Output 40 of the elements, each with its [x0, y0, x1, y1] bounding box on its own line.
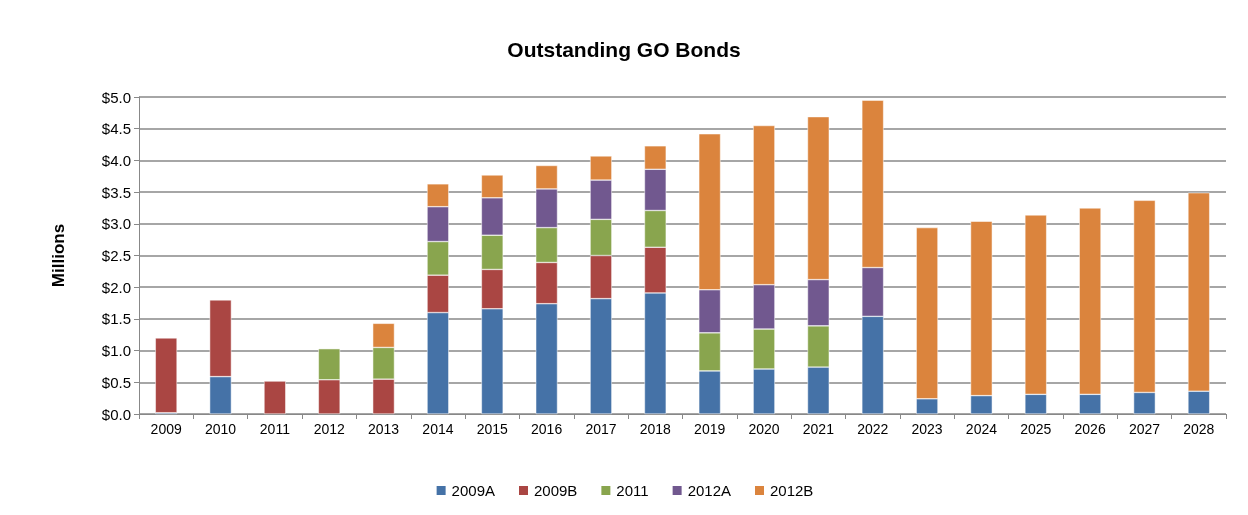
x-tick-label: 2018 [639, 421, 672, 437]
x-tick-label: 2027 [1128, 421, 1161, 437]
x-tick-label: 2015 [476, 421, 509, 437]
y-tick-label: $2.0 [101, 278, 131, 296]
y-tick-label: $3.0 [101, 215, 131, 233]
x-tick-label: 2026 [1074, 421, 1106, 437]
x-tick-label: 2022 [857, 421, 889, 437]
legend-label: 2012A [687, 482, 731, 499]
y-tick-label: $3.5 [101, 183, 131, 201]
x-tick-label: 2011 [259, 421, 291, 437]
x-tick-label: 2023 [911, 421, 943, 437]
bar [155, 337, 178, 413]
x-tick-label: 2012 [313, 421, 346, 437]
x-tick-label: 2020 [748, 421, 780, 437]
bar [264, 381, 286, 414]
y-tick-label: $4.5 [101, 120, 131, 138]
x-tick-label: 2017 [585, 421, 617, 437]
y-tick-label: $2.5 [101, 247, 131, 264]
y-tick-label: $1.5 [101, 310, 131, 328]
legend-label: 2011 [616, 482, 649, 499]
y-tick-label: $4.0 [101, 151, 131, 169]
y-tick-label: $0.0 [101, 405, 131, 423]
legend-label: 2012B [770, 482, 814, 499]
legend-label: 2009A [451, 482, 495, 499]
y-axis-title: Millions [49, 223, 68, 288]
x-tick-label: 2021 [802, 421, 835, 437]
x-tick-label: 2016 [531, 421, 563, 437]
x-tick-label: 2010 [204, 421, 237, 437]
chart-title: Outstanding GO Bonds [507, 38, 741, 61]
x-tick-label: 2019 [694, 421, 726, 437]
x-tick-label: 2025 [1020, 421, 1052, 437]
y-tick-label: $5.0 [101, 88, 131, 106]
y-tick-label: $1.0 [101, 342, 131, 360]
y-tick-label: $0.5 [101, 373, 131, 391]
x-tick-label: 2013 [368, 421, 400, 437]
x-tick-label: 2014 [422, 421, 454, 437]
legend-label: 2009B [534, 482, 578, 499]
x-tick-label: 2024 [965, 421, 998, 437]
x-tick-label: 2009 [150, 421, 182, 437]
x-tick-label: 2028 [1183, 421, 1215, 437]
